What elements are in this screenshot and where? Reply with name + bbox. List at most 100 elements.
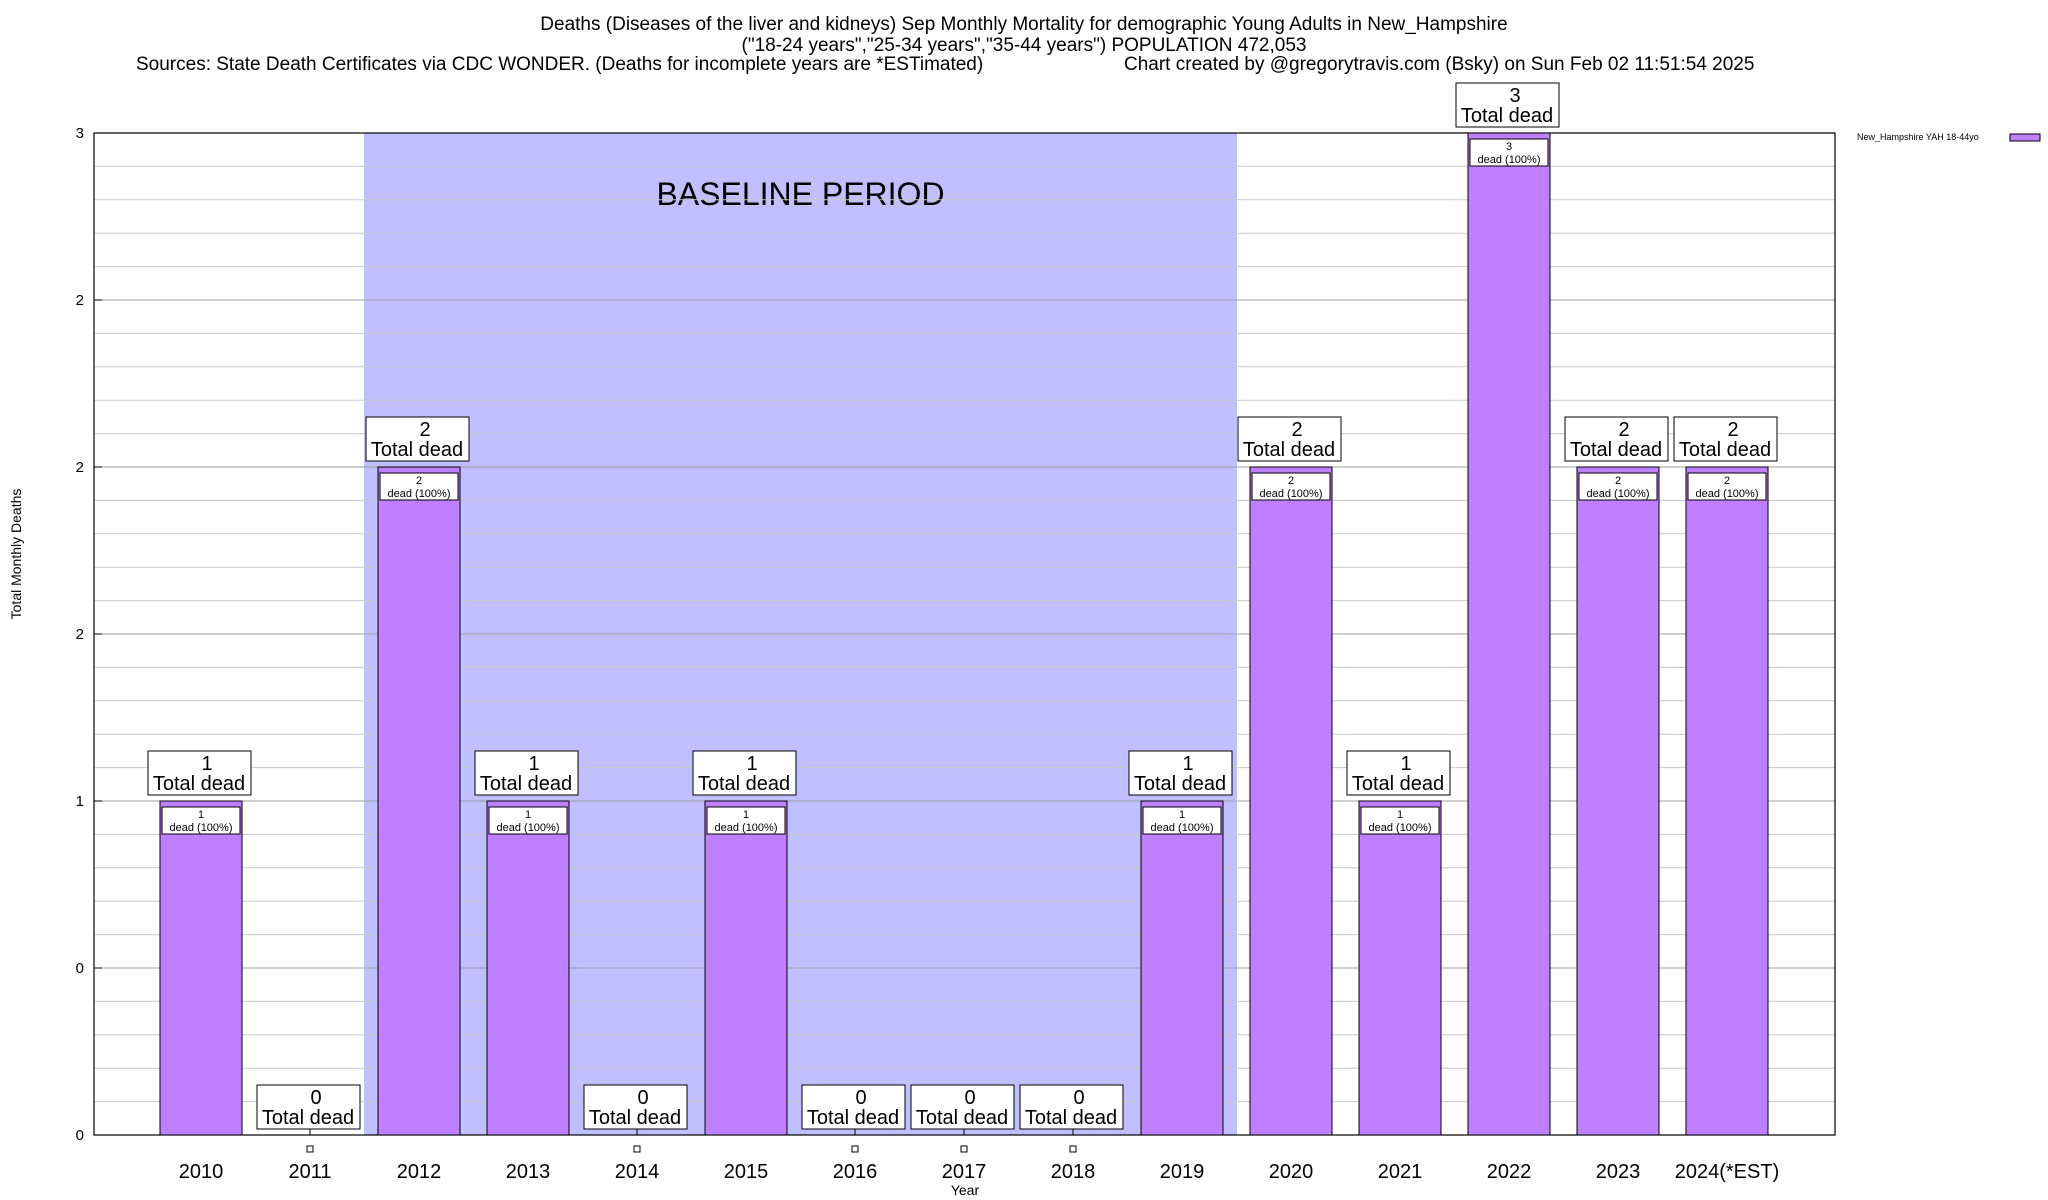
bar-total-label: Total dead [153, 773, 245, 795]
bar-total-label: Total dead [262, 1107, 354, 1129]
bar-total-label: Total dead [698, 773, 790, 795]
bar-inner-value: 3 [1506, 141, 1512, 153]
bar-total-label-box [1455, 82, 1560, 128]
chart-title: Deaths (Diseases of the liver and kidney… [0, 14, 2048, 56]
chart-sources: Sources: State Death Certificates via CD… [136, 54, 984, 75]
x-tick-label: 2020 [1269, 1161, 1314, 1183]
bar-inner-label-box [1251, 472, 1331, 501]
bar [159, 800, 243, 1136]
bar-inner-label: dead (100%) [170, 822, 233, 834]
bar-total-label-box [1673, 416, 1778, 462]
bar-inner-value: 2 [1615, 475, 1621, 487]
bar-total-label-box [1346, 750, 1451, 796]
bar-total-label-box [147, 750, 252, 796]
bar [377, 466, 461, 1136]
bar-zero-marker [851, 1145, 859, 1153]
bar [486, 800, 570, 1136]
bar-inner-label: dead (100%) [1369, 822, 1432, 834]
bar-total-value: 2 [1618, 419, 1629, 441]
bar-inner-label-box [488, 806, 568, 835]
bar-inner-value: 1 [743, 809, 749, 821]
bar-total-label-box [1564, 416, 1669, 462]
bar-total-label-box [365, 416, 470, 462]
bar-total-label: Total dead [1352, 773, 1444, 795]
x-tick-label: 2015 [724, 1161, 769, 1183]
bar-total-label-box [1128, 750, 1233, 796]
bar-inner-label-box [1360, 806, 1440, 835]
x-tick-label: 2011 [288, 1161, 331, 1183]
bar-inner-value: 2 [1288, 475, 1294, 487]
y-tick-label: 0 [76, 960, 84, 977]
bar-inner-label: dead (100%) [1478, 154, 1541, 166]
bar-total-label-box [692, 750, 797, 796]
bar-total-label-box [801, 1084, 906, 1130]
x-tick-label: 2022 [1487, 1161, 1532, 1183]
bar-total-value: 0 [310, 1087, 321, 1109]
bar-inner-label: dead (100%) [1260, 488, 1323, 500]
bar [1249, 466, 1333, 1136]
bar-total-value: 2 [1727, 419, 1738, 441]
chart-title-line2: ("18-24 years","25-34 years","35-44 year… [741, 35, 1307, 56]
x-tick-label: 2023 [1596, 1161, 1641, 1183]
bar-total-value: 3 [1509, 85, 1520, 107]
bar-inner-value: 1 [1397, 809, 1403, 821]
bar-total-label-box [474, 750, 579, 796]
bar-inner-label: dead (100%) [497, 822, 560, 834]
bar-total-label: Total dead [371, 439, 463, 461]
x-axis-label: Year [951, 1182, 980, 1198]
bar-total-value: 1 [201, 753, 212, 775]
bar-total-label: Total dead [1025, 1107, 1117, 1129]
bar-zero-marker [306, 1145, 314, 1153]
y-tick-label: 2 [76, 292, 84, 309]
bar-inner-label: dead (100%) [388, 488, 451, 500]
bar-total-value: 1 [746, 753, 757, 775]
y-tick-label: 3 [76, 125, 84, 142]
y-tick-label: 0 [76, 1127, 84, 1144]
bar-inner-label-box [379, 472, 459, 501]
x-tick-label: 2010 [179, 1161, 224, 1183]
bar-total-value: 0 [1073, 1087, 1084, 1109]
bar-total-label-box [910, 1084, 1015, 1130]
bar-total-value: 0 [964, 1087, 975, 1109]
bar-inner-label: dead (100%) [1587, 488, 1650, 500]
bar-total-value: 1 [1182, 753, 1193, 775]
baseline-label: BASELINE PERIOD [656, 176, 944, 212]
x-tick-label: 2014 [615, 1161, 660, 1183]
bar-inner-label: dead (100%) [1696, 488, 1759, 500]
bar-total-label: Total dead [1679, 439, 1771, 461]
bar-inner-value: 1 [525, 809, 531, 821]
x-tick-label: 2021 [1378, 1161, 1423, 1183]
bar [1685, 466, 1769, 1136]
x-tick-label: 2012 [397, 1161, 442, 1183]
bar-inner-label-box [161, 806, 241, 835]
bar-inner-label-box [1687, 472, 1767, 501]
bar-inner-label: dead (100%) [1151, 822, 1214, 834]
bar-total-value: 1 [528, 753, 539, 775]
y-tick-label: 2 [76, 626, 84, 643]
bar-inner-label-box [706, 806, 786, 835]
bar-total-label: Total dead [1243, 439, 1335, 461]
x-tick-label: 2018 [1051, 1161, 1096, 1183]
bar-total-value: 0 [855, 1087, 866, 1109]
x-tick-label: 2016 [833, 1161, 878, 1183]
bar-total-label: Total dead [807, 1107, 899, 1129]
bar-total-label-box [1019, 1084, 1124, 1130]
bar-total-label: Total dead [1134, 773, 1226, 795]
bar [1358, 800, 1442, 1136]
bar-total-value: 2 [1291, 419, 1302, 441]
y-axis-label: Total Monthly Deaths [8, 489, 24, 620]
bar [1576, 466, 1660, 1136]
bar-inner-value: 1 [1179, 809, 1185, 821]
bar [1140, 800, 1224, 1136]
chart-title-line1: Deaths (Diseases of the liver and kidney… [540, 14, 1508, 35]
bar-total-label: Total dead [589, 1107, 681, 1129]
bar-inner-label-box [1578, 472, 1658, 501]
bar-total-label: Total dead [1570, 439, 1662, 461]
bar-inner-value: 2 [1724, 475, 1730, 487]
bar-total-label: Total dead [916, 1107, 1008, 1129]
bar-zero-marker [633, 1145, 641, 1153]
bar-total-value: 2 [419, 419, 430, 441]
bar-total-label-box [583, 1084, 688, 1130]
y-tick-label: 1 [76, 793, 84, 810]
